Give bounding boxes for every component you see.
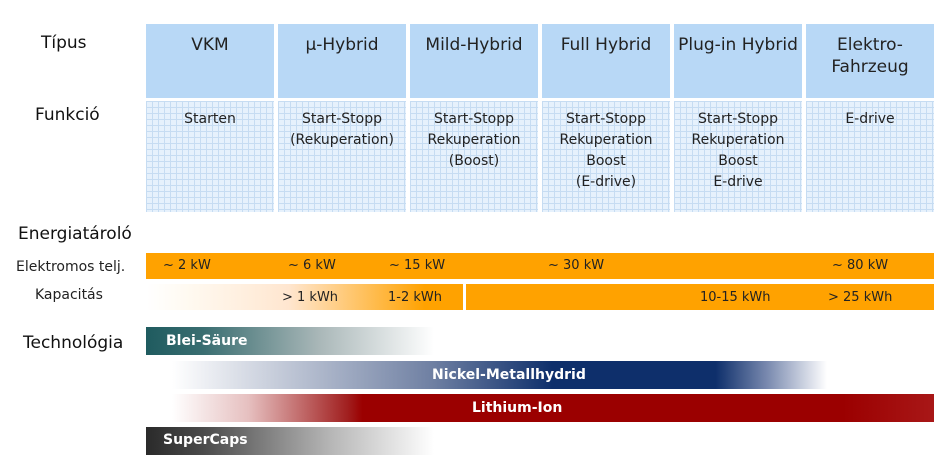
tech-bar-li-ion	[172, 394, 934, 422]
column-plugin-hybrid: Plug-in Hybrid Start-Stopp Rekuperation …	[674, 24, 802, 212]
capacity-bar	[466, 284, 934, 310]
power-value: ~ 80 kW	[832, 258, 889, 273]
power-bar	[146, 253, 934, 279]
column-mild-hybrid: Mild-Hybrid Start-Stopp Rekuperation (Bo…	[410, 24, 538, 212]
column-full-hybrid: Full Hybrid Start-Stopp Rekuperation Boo…	[542, 24, 670, 212]
column-title: µ-Hybrid	[278, 24, 406, 98]
row-label-function: Funkció	[35, 105, 100, 125]
column-functions: Start-Stopp (Rekuperation)	[278, 101, 406, 212]
column-functions: E-drive	[806, 101, 934, 212]
power-value: ~ 30 kW	[548, 258, 605, 273]
power-value: ~ 15 kW	[389, 258, 446, 273]
column-functions: Start-Stopp Rekuperation Boost E-drive	[674, 101, 802, 212]
column-title: Elektro- Fahrzeug	[806, 24, 934, 98]
power-value: ~ 6 kW	[288, 258, 336, 273]
tech-label-nimh: Nickel-Metallhydrid	[432, 367, 586, 383]
row-label-electric-power: Elektromos telj.	[16, 259, 126, 275]
column-title: Full Hybrid	[542, 24, 670, 98]
column-functions: Starten	[146, 101, 274, 212]
tech-label-supercaps: SuperCaps	[163, 432, 248, 448]
column-title: VKM	[146, 24, 274, 98]
tech-bar-nimh	[172, 361, 827, 389]
capacity-value: > 1 kWh	[282, 290, 339, 305]
tech-label-lead-acid: Blei-Säure	[166, 333, 248, 349]
tech-label-li-ion: Lithium-Ion	[472, 400, 563, 416]
row-label-type: Típus	[41, 33, 87, 53]
column-functions: Start-Stopp Rekuperation (Boost)	[410, 101, 538, 212]
power-value: ~ 2 kW	[163, 258, 211, 273]
column-micro-hybrid: µ-Hybrid Start-Stopp (Rekuperation)	[278, 24, 406, 212]
column-title: Plug-in Hybrid	[674, 24, 802, 98]
capacity-value: 10-15 kWh	[700, 290, 771, 305]
row-label-energy-storage: Energiatároló	[18, 224, 132, 244]
column-title: Mild-Hybrid	[410, 24, 538, 98]
capacity-value: > 25 kWh	[828, 290, 893, 305]
capacity-value: 1-2 kWh	[388, 290, 442, 305]
row-label-capacity: Kapacitás	[35, 287, 103, 303]
capacity-bar-gradient	[146, 284, 463, 310]
column-electric-vehicle: Elektro- Fahrzeug E-drive	[806, 24, 934, 212]
tech-bar-supercaps	[146, 427, 434, 455]
row-label-technology: Technológia	[23, 333, 124, 353]
tech-bar-lead-acid	[146, 327, 434, 355]
column-functions: Start-Stopp Rekuperation Boost (E-drive)	[542, 101, 670, 212]
column-vkm: VKM Starten	[146, 24, 274, 212]
